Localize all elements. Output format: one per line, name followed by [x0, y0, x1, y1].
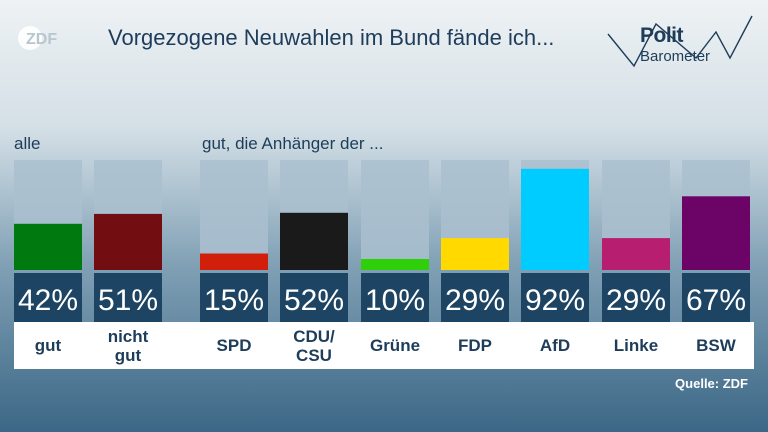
bar — [361, 259, 429, 270]
section-label-all: alle — [14, 134, 41, 153]
value-box — [14, 273, 82, 322]
chart-title: Vorgezogene Neuwahlen im Bund fände ich.… — [108, 25, 555, 50]
value-box — [361, 273, 429, 322]
category-label: SPD — [216, 336, 252, 355]
value-label: 29% — [606, 284, 666, 317]
value-box — [521, 273, 589, 322]
category-label: Grüne — [369, 336, 421, 355]
bar — [280, 212, 348, 270]
category-label: CDU/CSU — [293, 326, 335, 365]
source-note: Quelle: ZDF — [675, 376, 748, 391]
value-label: 10% — [365, 284, 425, 317]
value-label: 29% — [445, 284, 505, 317]
bar — [682, 196, 750, 270]
bar — [521, 168, 589, 270]
value-label: 42% — [18, 284, 78, 317]
value-label: 92% — [525, 284, 585, 317]
category-label: nicht gut — [107, 326, 149, 365]
bar — [14, 223, 82, 270]
value-box — [682, 273, 750, 322]
bar — [602, 238, 670, 270]
section-label-parties: gut, die Anhänger der ... — [202, 134, 384, 153]
value-box — [200, 273, 268, 322]
value-label: 15% — [204, 284, 264, 317]
bar-track — [200, 160, 268, 270]
bar — [200, 253, 268, 270]
category-label: BSW — [696, 336, 736, 355]
category-label-band — [14, 322, 754, 369]
value-label: 51% — [98, 284, 158, 317]
value-box — [602, 273, 670, 322]
bar — [94, 213, 162, 270]
value-label: 52% — [284, 284, 344, 317]
category-label: AfD — [539, 336, 571, 355]
zdf-logo: ZDF — [18, 26, 57, 50]
politbarometer-line1: Polit — [640, 24, 684, 47]
value-label: 67% — [686, 284, 746, 317]
bar — [441, 238, 509, 270]
category-label: FDP — [458, 336, 492, 355]
politbarometer-logo: Polit Barometer — [604, 14, 754, 74]
category-label: gut — [34, 336, 62, 355]
bar-track — [361, 160, 429, 270]
category-label: Linke — [613, 336, 659, 355]
zdf-logo-text: ZDF — [26, 31, 57, 48]
value-box — [280, 273, 348, 322]
politbarometer-line2: Barometer — [640, 48, 711, 65]
value-box — [441, 273, 509, 322]
value-box — [94, 273, 162, 322]
politbarometer-line-icon — [607, 15, 753, 68]
